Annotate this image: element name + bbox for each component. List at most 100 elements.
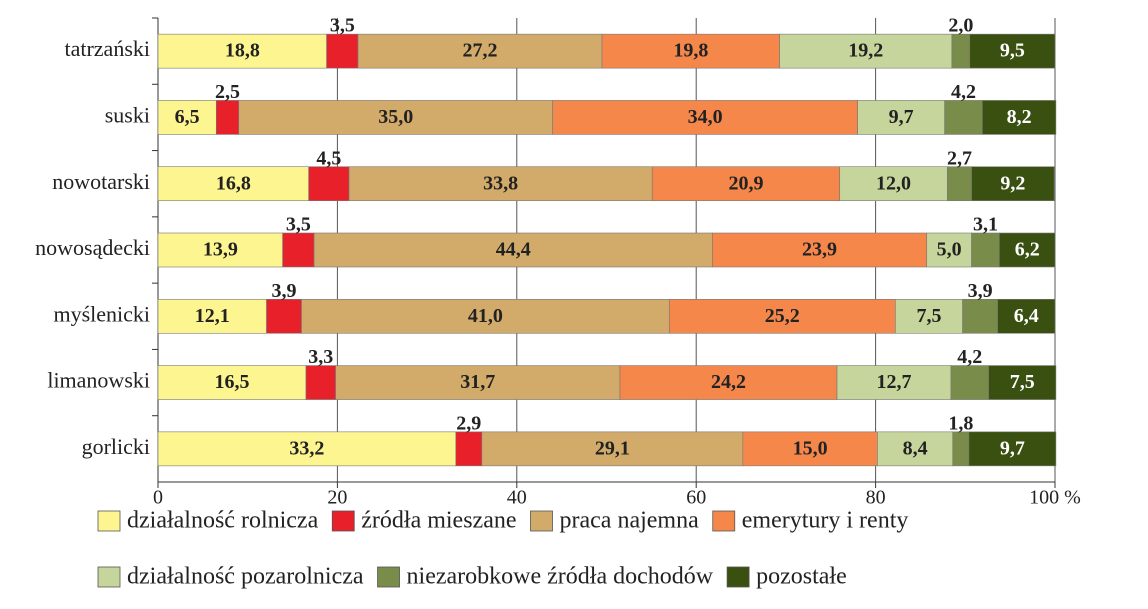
bar-segment: [308, 166, 350, 202]
bar-segment: [481, 431, 744, 467]
bar-segment: [997, 298, 1056, 334]
bar-segment: [455, 431, 483, 467]
bar-segment: [952, 431, 970, 467]
x-tick-label: 100 %: [1029, 487, 1081, 509]
data-label: 1,8: [948, 412, 973, 434]
data-label: 3,5: [330, 15, 355, 37]
bar-segment: [839, 166, 948, 202]
data-label: 2,0: [948, 15, 973, 37]
legend-label: praca najemna: [560, 508, 700, 534]
bar-segment: [326, 33, 359, 69]
data-label: 9,5: [1000, 40, 1025, 62]
legend-label: działalność rolnicza: [127, 508, 319, 534]
legend-swatch: [712, 510, 736, 532]
bar-segment: [157, 298, 267, 334]
data-label: 23,9: [802, 239, 837, 261]
data-label: 12,7: [876, 371, 911, 393]
data-label: 8,4: [903, 437, 928, 459]
bar-segment: [305, 365, 336, 400]
bar-segment: [877, 431, 954, 467]
bar-segment: [335, 365, 621, 400]
data-label: 13,9: [203, 239, 238, 261]
category-label: nowosądecki: [35, 235, 150, 260]
category-label: limanowski: [47, 368, 150, 393]
data-label: 18,8: [225, 40, 260, 62]
data-label: 4,5: [316, 147, 341, 169]
bar-segment: [552, 100, 858, 135]
data-label: 16,5: [215, 371, 250, 393]
bar-segment: [619, 365, 838, 400]
data-label: 35,0: [378, 106, 413, 128]
data-label: 9,7: [889, 106, 914, 128]
bar-segment: [742, 431, 878, 467]
data-label: 29,1: [595, 437, 630, 459]
bar-segment: [301, 298, 670, 334]
data-label: 2,5: [215, 81, 240, 103]
bar-segment: [238, 100, 553, 135]
data-label: 34,0: [688, 106, 723, 128]
x-tick-label: 60: [686, 487, 706, 509]
data-label: 6,5: [175, 106, 200, 128]
data-label: 12,0: [876, 172, 911, 194]
data-label: 3,5: [286, 214, 311, 236]
bar-segment: [999, 232, 1056, 268]
data-label: 8,2: [1007, 106, 1032, 128]
category-label: gorlicki: [82, 434, 150, 459]
bar-segment: [157, 365, 307, 400]
bar-segment: [601, 33, 780, 69]
data-label: 3,9: [272, 280, 297, 302]
data-label: 12,1: [195, 305, 230, 327]
data-label: 2,9: [456, 412, 481, 434]
data-label: 27,2: [463, 40, 498, 62]
bar-segment: [962, 298, 998, 334]
data-label: 5,0: [937, 239, 962, 261]
data-label: 25,2: [765, 305, 800, 327]
x-tick-label: 0: [153, 487, 163, 509]
legend-swatch: [530, 510, 553, 532]
bar-segment: [157, 431, 457, 467]
data-label: 3,3: [308, 346, 333, 368]
bar-segment: [944, 100, 983, 135]
bar-segment: [988, 365, 1057, 400]
data-label: 24,2: [711, 371, 746, 393]
data-label: 31,7: [460, 371, 495, 393]
data-label: 33,8: [483, 172, 518, 194]
legend-label: źródła mieszane: [361, 508, 516, 534]
bar-segment: [282, 232, 315, 268]
x-tick-label: 80: [866, 487, 886, 509]
data-label: 7,5: [916, 305, 941, 327]
bar-segment: [157, 166, 309, 202]
bar-segment: [712, 232, 928, 268]
bar-segment: [926, 232, 972, 268]
category-label: myślenicki: [53, 301, 150, 326]
data-label: 33,2: [289, 437, 324, 459]
bar-segment: [947, 166, 972, 202]
data-label: 16,8: [216, 172, 251, 194]
bar-segment: [971, 166, 1055, 202]
bar-segment: [157, 232, 283, 268]
data-label: 15,0: [793, 437, 828, 459]
legend-swatch: [331, 510, 355, 532]
data-label: 9,2: [1000, 172, 1025, 194]
bar-segment: [951, 33, 971, 69]
category-label: tatrzański: [64, 36, 150, 61]
bar-segment: [836, 365, 952, 400]
data-label: 41,0: [468, 305, 503, 327]
legend-label: emerytury i renty: [742, 508, 909, 534]
bar-segment: [216, 100, 240, 135]
data-label: 9,7: [1000, 437, 1025, 459]
legend-label: pozostałe: [756, 564, 847, 590]
category-label: nowotarski: [52, 169, 150, 194]
data-label: 7,5: [1010, 371, 1035, 393]
legend-swatch: [97, 510, 121, 532]
bar-segment: [348, 166, 653, 202]
data-label: 44,4: [496, 239, 531, 261]
data-label: 20,9: [728, 172, 763, 194]
bar-segment: [266, 298, 302, 334]
legend-label: niezarobkowe źródła dochodów: [407, 564, 714, 590]
bar-segment: [651, 166, 841, 202]
data-label: 19,2: [848, 40, 883, 62]
legend-label: działalność pozarolnicza: [127, 564, 364, 590]
bar-segment: [895, 298, 963, 334]
